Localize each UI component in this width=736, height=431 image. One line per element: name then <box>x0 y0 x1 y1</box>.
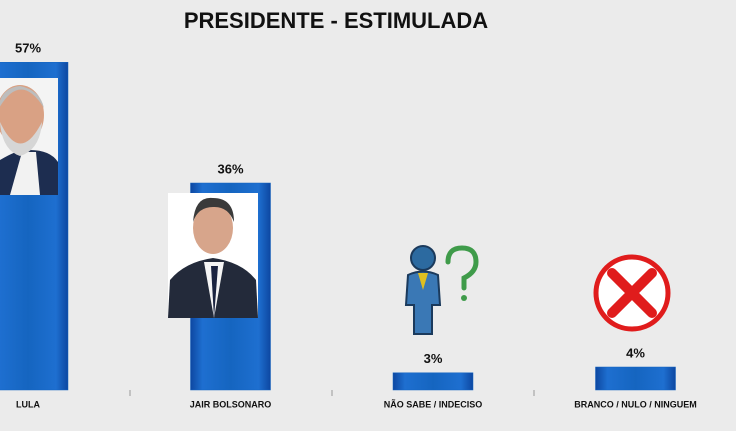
photo-lula <box>0 78 58 195</box>
value-label: 57% <box>15 41 41 56</box>
x-tick-label: LULA <box>16 399 40 409</box>
x-tick-label: JAIR BOLSONARO <box>190 399 272 409</box>
value-label: 36% <box>217 161 243 176</box>
undecided-icon <box>404 245 479 335</box>
bar <box>595 366 676 391</box>
null-icon <box>593 254 671 332</box>
x-tick-label: BRANCO / NULO / NINGUEM <box>574 399 697 409</box>
x-tick-label: NÃO SABE / INDECISO <box>384 399 483 409</box>
photo-bolsonaro <box>168 193 258 318</box>
baseline-ticks <box>129 390 535 396</box>
value-label: 3% <box>424 351 443 366</box>
chart-title: PRESIDENTE - ESTIMULADA <box>184 8 488 33</box>
value-label: 4% <box>626 345 645 360</box>
bar <box>392 372 474 391</box>
